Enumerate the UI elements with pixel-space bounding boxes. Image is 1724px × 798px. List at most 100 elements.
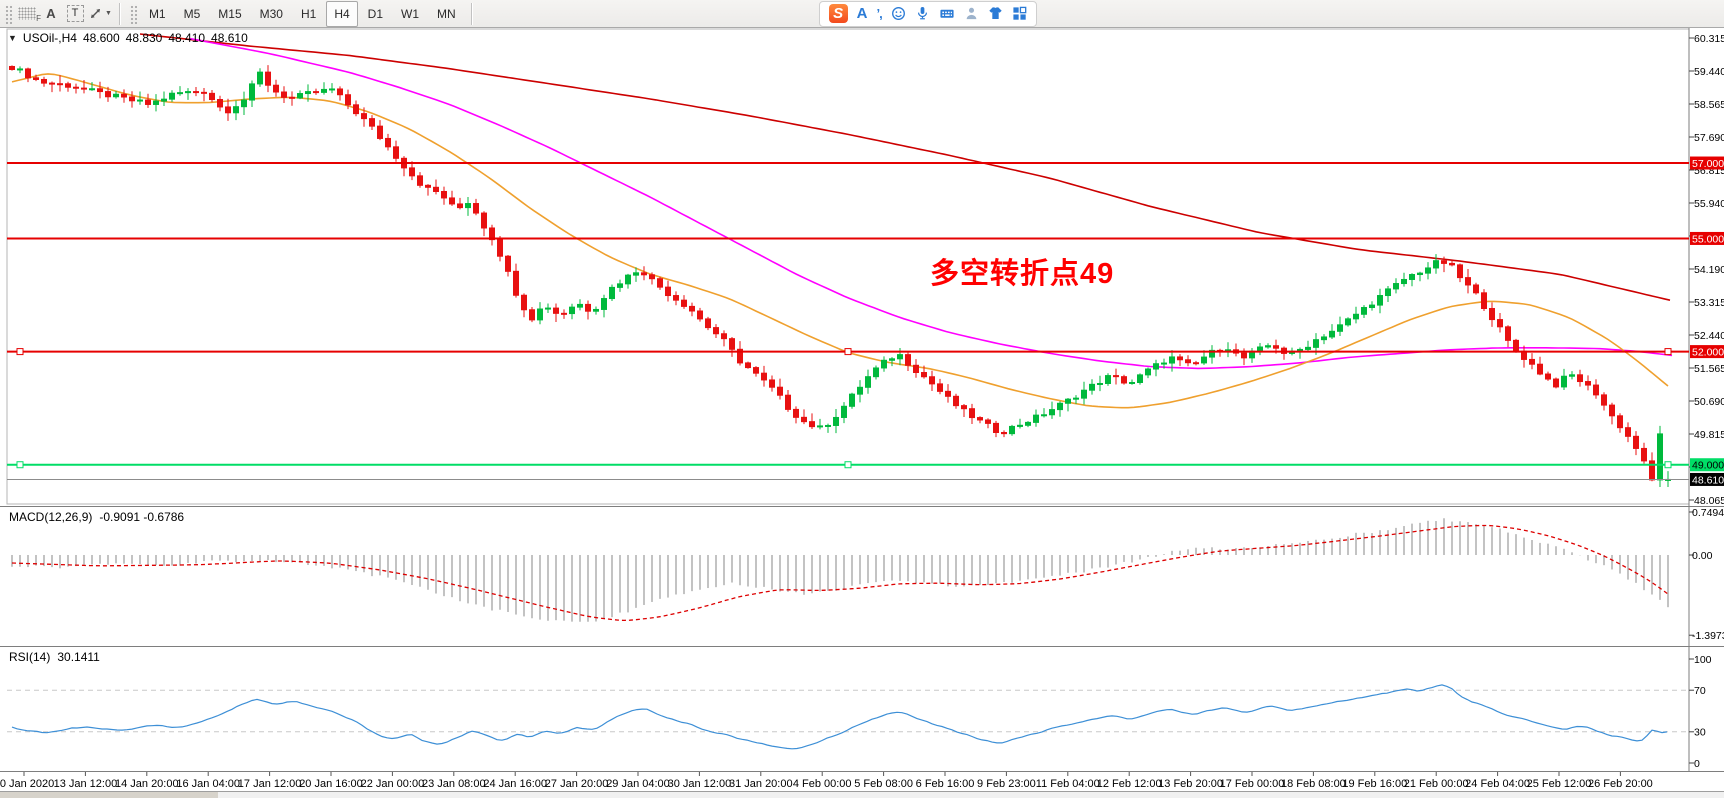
timeframe-button-m15[interactable]: M15	[218, 6, 242, 21]
candle	[657, 278, 663, 288]
line-handle[interactable]	[844, 461, 852, 469]
rsi-value: 30.1411	[57, 650, 100, 664]
candle	[1361, 307, 1367, 315]
timeframe-button-h1[interactable]: H1	[300, 6, 317, 21]
toolbar-grip[interactable]	[128, 3, 137, 24]
annotation-text[interactable]: 多空转折点49	[930, 258, 1115, 290]
candle	[945, 390, 951, 397]
line-handle[interactable]	[16, 348, 24, 356]
candle	[377, 125, 383, 139]
candle	[73, 86, 79, 89]
candle	[385, 137, 391, 148]
candle	[217, 99, 223, 108]
candle	[1201, 356, 1207, 364]
timeframe-button-h4[interactable]: H4	[326, 0, 358, 27]
candle	[897, 354, 903, 360]
line-handle[interactable]	[16, 461, 24, 469]
candle	[345, 94, 351, 106]
line-handle[interactable]	[1664, 348, 1672, 356]
line-handle[interactable]	[1664, 461, 1672, 469]
candle	[713, 327, 719, 335]
candle	[65, 83, 71, 88]
timeframe-button-m30[interactable]: M30	[259, 6, 283, 21]
main-chart-panel: 60.31559.44058.56557.69056.81555.94055.0…	[0, 28, 1724, 506]
candle	[193, 91, 199, 94]
ime-punctuation-toggle[interactable]: ’,	[876, 6, 883, 21]
svg-text:48.065: 48.065	[1694, 495, 1724, 506]
svg-text:52.440: 52.440	[1694, 330, 1724, 342]
toolbar-grip[interactable]	[4, 3, 12, 24]
candle	[393, 146, 399, 159]
candle	[953, 395, 959, 407]
text-tool-button[interactable]: A	[40, 3, 62, 25]
candle	[41, 78, 47, 84]
symbol-period-label: USOil-,H4	[22, 31, 77, 45]
candle	[249, 83, 255, 101]
price-axis-ticks: 60.31559.44058.56557.69056.81555.94055.0…	[1689, 33, 1724, 506]
candle	[153, 100, 159, 105]
candle	[1417, 272, 1423, 276]
top-toolbar: F A T ▼ M1 M5 M15 M30 H1 H4 D1 W1 MN S A…	[0, 0, 1724, 28]
candle	[1097, 382, 1103, 385]
candle	[49, 82, 55, 85]
ime-language-toggle[interactable]: A	[856, 5, 868, 22]
candle	[1585, 381, 1591, 386]
price-chart-canvas[interactable]: 60.31559.44058.56557.69056.81555.94055.0…	[0, 28, 1724, 506]
rsi-name: RSI(14)	[9, 650, 51, 664]
timeframe-button-m1[interactable]: M1	[148, 6, 166, 21]
skin-tshirt-icon[interactable]	[988, 6, 1003, 21]
keyboard-icon[interactable]	[939, 6, 955, 21]
chart-dropdown-icon[interactable]: ▼	[8, 33, 17, 43]
candle	[297, 93, 303, 99]
candle	[537, 308, 543, 321]
candle	[553, 307, 559, 314]
timeframe-button-mn[interactable]: MN	[437, 6, 456, 21]
apps-grid-icon[interactable]	[1012, 6, 1027, 21]
timeframe-button-d1[interactable]: D1	[367, 6, 383, 21]
svg-text:50.690: 50.690	[1694, 396, 1724, 408]
timeframe-button-w1[interactable]: W1	[401, 6, 419, 21]
candle	[1273, 345, 1279, 349]
candle	[681, 299, 687, 307]
candle	[737, 348, 743, 364]
candle	[505, 255, 511, 272]
grid-pattern-tool-button[interactable]: F	[16, 3, 41, 25]
microphone-icon[interactable]	[915, 6, 930, 21]
emoji-icon[interactable]	[891, 6, 906, 21]
candle	[1057, 402, 1063, 411]
chevron-down-icon: ▼	[105, 10, 112, 17]
candle	[1065, 398, 1071, 404]
timeframe-button-m5[interactable]: M5	[183, 6, 201, 21]
candle	[497, 239, 503, 257]
candle	[1329, 330, 1335, 338]
candle	[801, 416, 807, 423]
candle	[33, 77, 39, 80]
candle	[1161, 362, 1167, 365]
macd-canvas[interactable]: 0.7494 0.00 -1.3973	[0, 507, 1724, 646]
candle	[689, 305, 695, 312]
candle	[321, 88, 327, 93]
candle	[457, 203, 463, 209]
candles	[9, 65, 1671, 487]
svg-text:26 Feb 20:00: 26 Feb 20:00	[1588, 778, 1653, 790]
candle	[929, 376, 935, 385]
arrows-tool-button[interactable]: ▼	[88, 3, 112, 25]
candle	[361, 113, 367, 120]
svg-text:59.440: 59.440	[1694, 66, 1724, 78]
line-handle[interactable]	[844, 348, 852, 356]
candle	[769, 379, 775, 388]
price-chip-48.610: 48.610	[1690, 472, 1724, 486]
user-profile-icon[interactable]	[964, 6, 979, 21]
bottom-tab-segment[interactable]	[0, 792, 218, 798]
candle	[177, 92, 183, 95]
svg-text:22 Jan 00:00: 22 Jan 00:00	[361, 778, 425, 790]
candle	[513, 270, 519, 296]
candle	[633, 272, 639, 276]
text-label-tool-button[interactable]: T	[64, 3, 86, 25]
candle	[905, 354, 911, 366]
sogou-logo-icon[interactable]: S	[828, 4, 848, 23]
candle	[865, 376, 871, 388]
rsi-canvas[interactable]: 100 70 30 0	[0, 647, 1724, 771]
